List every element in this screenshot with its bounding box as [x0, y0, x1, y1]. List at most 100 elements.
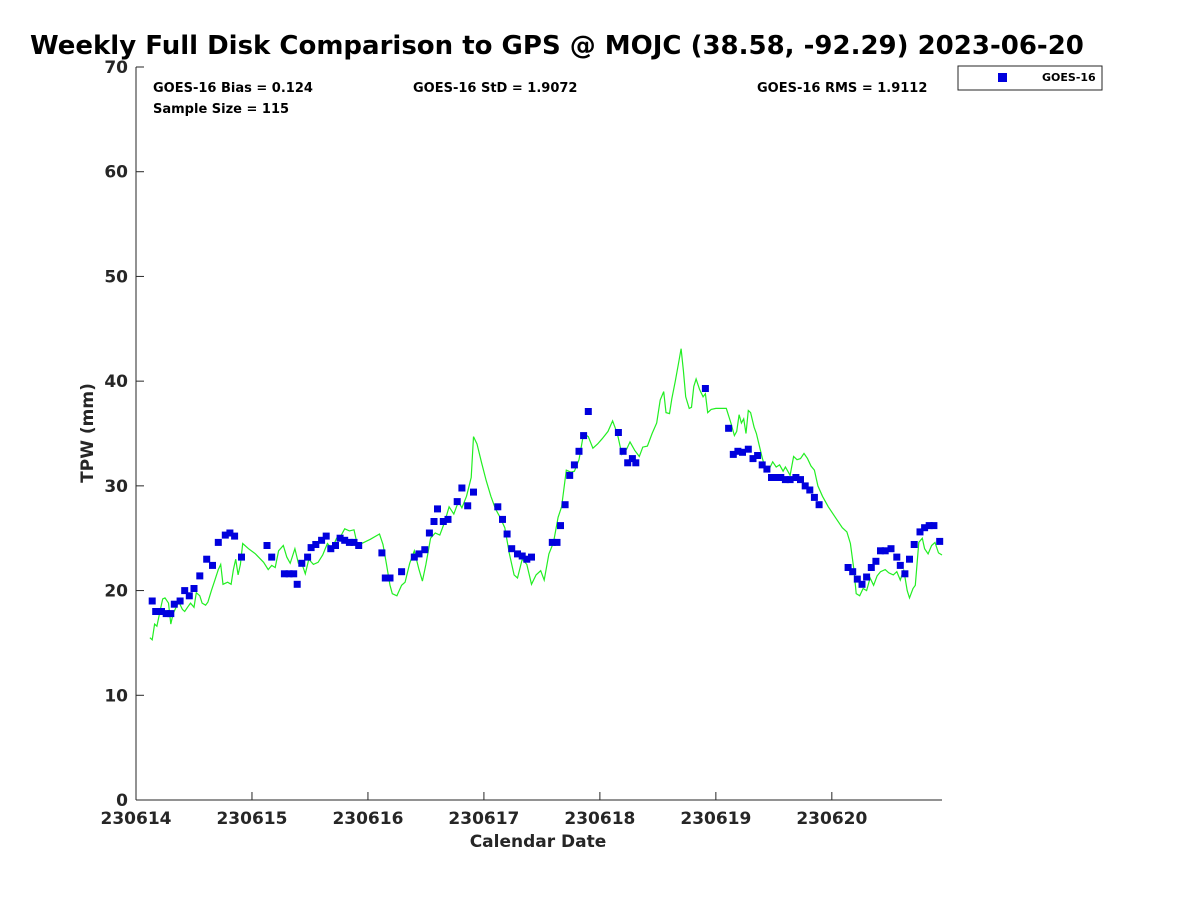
- chart-title: Weekly Full Disk Comparison to GPS @ MOJ…: [30, 31, 1084, 61]
- data-point-goes-16: [290, 570, 298, 578]
- data-point-goes-16: [867, 564, 875, 571]
- data-point-goes-16: [514, 550, 521, 558]
- x-ticks: 230614 230615 230616 230617 230618 230619 2306…: [101, 792, 867, 829]
- data-point-goes-16: [739, 448, 746, 456]
- data-point-goes-16: [896, 561, 904, 569]
- y-tick-label: 70: [104, 58, 128, 78]
- legend-box: [957, 65, 1103, 91]
- data-point-goes-16: [196, 572, 204, 580]
- data-point-goes-16: [285, 570, 293, 578]
- data-point-goes-16: [148, 597, 156, 605]
- data-point-goes-16: [797, 476, 804, 484]
- x-tick-label: 230614: [101, 809, 172, 829]
- data-point-goes-16: [619, 447, 627, 455]
- data-point-goes-16: [332, 542, 339, 549]
- data-point-goes-16: [415, 550, 423, 558]
- data-point-goes-16: [632, 459, 640, 467]
- data-point-goes-16: [584, 408, 592, 415]
- data-point-goes-16: [575, 447, 583, 455]
- data-point-goes-16: [570, 461, 578, 469]
- series-line-gps: [149, 348, 943, 641]
- legend: GOES-16: [957, 65, 1103, 91]
- data-point-goes-16: [170, 600, 178, 608]
- data-point-goes-16: [910, 541, 918, 548]
- data-point-goes-16: [214, 538, 222, 546]
- data-point-goes-16: [792, 474, 800, 481]
- data-point-goes-16: [744, 445, 752, 453]
- data-point-goes-16: [810, 493, 818, 501]
- data-point-goes-16: [553, 538, 561, 546]
- data-point-goes-16: [444, 515, 452, 523]
- data-point-goes-16: [176, 597, 184, 605]
- data-point-goes-16: [322, 532, 330, 540]
- y-tick-label: 10: [104, 686, 128, 706]
- data-point-goes-16: [772, 474, 780, 481]
- data-point-goes-16: [503, 530, 511, 538]
- data-point-goes-16: [434, 505, 441, 513]
- data-point-goes-16: [421, 546, 429, 554]
- data-point-goes-16: [901, 570, 909, 578]
- data-point-goes-16: [566, 471, 574, 479]
- data-point-goes-16: [863, 573, 871, 581]
- data-point-goes-16: [238, 553, 245, 561]
- data-point-goes-16: [801, 482, 809, 490]
- data-point-goes-16: [298, 559, 306, 567]
- y-tick-label: 20: [104, 582, 128, 602]
- data-point-goes-16: [749, 455, 757, 463]
- x-tick-label: 230616: [332, 809, 403, 829]
- data-point-goes-16: [226, 529, 234, 537]
- data-point-goes-16: [781, 476, 789, 484]
- data-point-goes-16: [398, 568, 406, 576]
- data-point-goes-16: [624, 459, 632, 467]
- data-point-goes-16: [381, 574, 389, 582]
- series-points-goes-16: [148, 385, 944, 618]
- data-point-goes-16: [768, 474, 775, 481]
- data-point-goes-16: [557, 522, 564, 530]
- data-point-goes-16: [916, 528, 924, 536]
- data-point-goes-16: [925, 522, 933, 530]
- data-point-goes-16: [203, 555, 211, 563]
- data-point-goes-16: [158, 608, 165, 615]
- data-point-goes-16: [921, 524, 929, 532]
- data-point-goes-16: [893, 553, 901, 561]
- data-point-goes-16: [345, 538, 353, 546]
- data-point-goes-16: [561, 501, 569, 509]
- data-point-goes-16: [494, 503, 502, 511]
- data-point-goes-16: [464, 502, 472, 510]
- data-point-goes-16: [341, 536, 349, 544]
- y-tick-label: 60: [104, 163, 128, 183]
- data-point-goes-16: [231, 532, 239, 540]
- data-point-goes-16: [280, 570, 288, 578]
- data-point-goes-16: [758, 461, 766, 469]
- data-point-goes-16: [190, 585, 198, 592]
- data-point-goes-16: [872, 557, 880, 565]
- y-axis-label: TPW (mm): [78, 383, 98, 483]
- x-tick-label: 230620: [796, 809, 867, 829]
- data-point-goes-16: [355, 542, 363, 549]
- data-point-goes-16: [844, 564, 852, 571]
- data-point-goes-16: [304, 553, 312, 561]
- data-point-goes-16: [268, 553, 276, 561]
- data-point-goes-16: [930, 522, 938, 530]
- data-point-goes-16: [881, 547, 889, 555]
- stat-rms: GOES-16 RMS = 1.9112: [757, 81, 927, 96]
- data-point-goes-16: [378, 549, 386, 557]
- data-point-goes-16: [453, 498, 461, 506]
- x-tick-label: 230618: [564, 809, 635, 829]
- data-point-goes-16: [312, 541, 320, 548]
- data-point-goes-16: [386, 574, 394, 582]
- data-point-goes-16: [152, 608, 160, 615]
- stat-std: GOES-16 StD = 1.9072: [413, 81, 577, 96]
- data-point-goes-16: [815, 501, 823, 509]
- data-point-goes-16: [458, 484, 466, 492]
- data-point-goes-16: [853, 575, 861, 583]
- data-point-goes-16: [548, 538, 556, 546]
- data-point-goes-16: [293, 580, 301, 588]
- data-point-goes-16: [725, 424, 733, 432]
- data-point-goes-16: [162, 610, 170, 618]
- y-tick-label: 40: [104, 372, 128, 392]
- data-point-goes-16: [425, 529, 433, 537]
- data-point-goes-16: [350, 538, 358, 546]
- y-tick-label: 30: [104, 477, 128, 497]
- data-point-goes-16: [470, 488, 477, 496]
